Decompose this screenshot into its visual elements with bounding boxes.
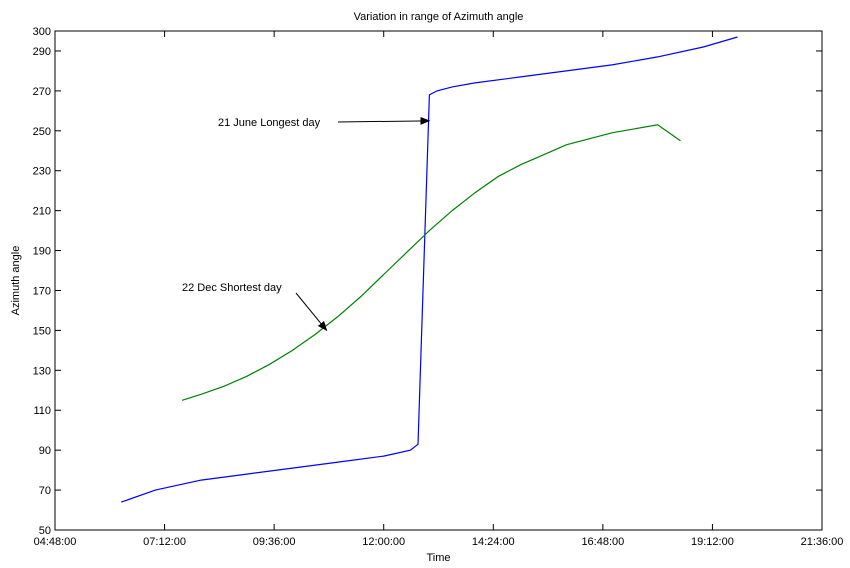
annotation-layer: 21 June Longest day 22 Dec Shortest day [182, 116, 431, 332]
y-tick-label: 150 [33, 325, 51, 337]
y-tick-label: 230 [33, 166, 51, 178]
y-tick-label: 90 [39, 445, 51, 457]
x-tick-label: 09:36:00 [253, 536, 296, 548]
series-line-1 [121, 36, 738, 503]
x-axis-label: Time [426, 552, 450, 564]
x-tick-label: 19:12:00 [691, 536, 734, 548]
axis-ticks: 04:48:00 07:12:00 09:36:00 12:00:00 14:24:00… [33, 26, 844, 548]
x-tick-label: 07:12:00 [143, 536, 186, 548]
series-line-2 [181, 124, 681, 401]
x-tick-label: 16:48:00 [581, 536, 624, 548]
x-tick-label: 14:24:00 [472, 536, 515, 548]
y-tick-label: 270 [33, 86, 51, 98]
y-tick-label: 300 [33, 26, 51, 38]
series-layer [121, 36, 738, 503]
y-tick-label: 190 [33, 246, 51, 258]
y-tick-label: 70 [39, 485, 51, 497]
annotation-label: 21 June Longest day [218, 117, 321, 129]
x-tick-label: 04:48:00 [34, 536, 77, 548]
y-tick-label: 170 [33, 285, 51, 297]
y-tick-label: 110 [33, 405, 51, 417]
y-tick-label: 50 [39, 525, 51, 537]
plot-area-frame [54, 30, 823, 531]
x-tick-label: 12:00:00 [362, 536, 405, 548]
chart-title: Variation in range of Azimuth angle [354, 11, 524, 23]
y-tick-label: 130 [33, 365, 51, 377]
annotation-arrow [337, 116, 431, 125]
y-tick-label: 250 [33, 126, 51, 138]
y-tick-label: 210 [33, 206, 51, 218]
x-tick-label: 21:36:00 [801, 536, 844, 548]
y-tick-label: 290 [33, 46, 51, 58]
y-axis-label: Azimuth angle [10, 246, 22, 316]
annotation-label: 22 Dec Shortest day [182, 282, 282, 294]
annotation-arrow [295, 292, 328, 332]
